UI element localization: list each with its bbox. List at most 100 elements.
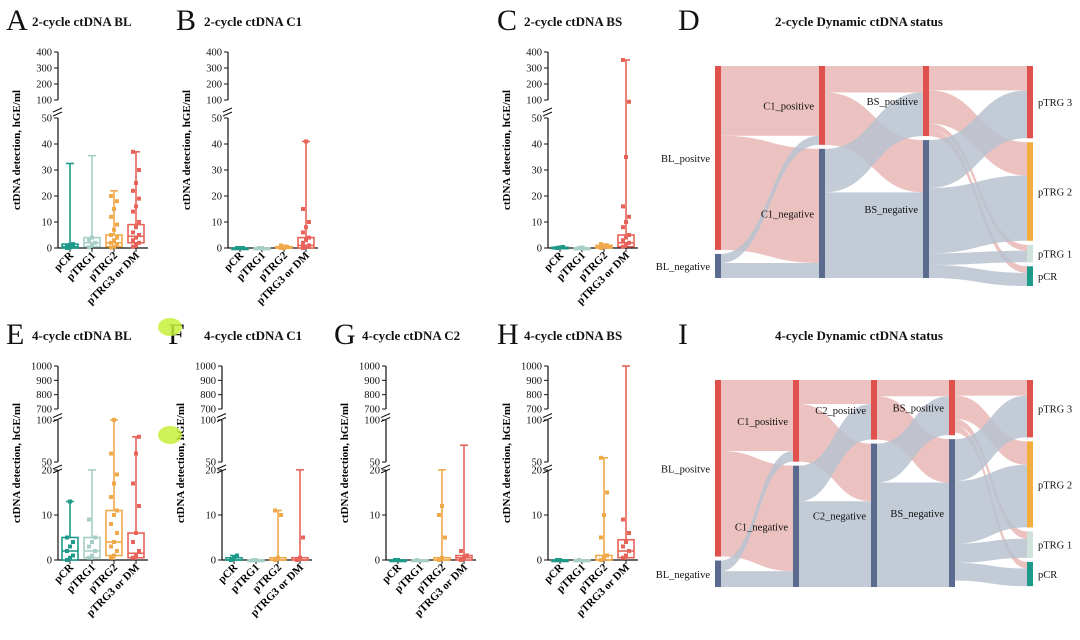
- panel-letter-c: C: [497, 4, 518, 37]
- data-point: [115, 199, 119, 204]
- sankey-flow: [955, 464, 1027, 544]
- data-point: [561, 244, 565, 249]
- sankey-flow: [799, 380, 871, 404]
- data-point: [134, 243, 138, 248]
- axis-break-mark: [52, 413, 63, 422]
- data-point: [137, 434, 141, 439]
- data-point: [137, 196, 141, 201]
- y-tick-label: 50: [212, 114, 223, 125]
- sankey-flow: [929, 250, 1027, 265]
- data-point: [115, 531, 119, 535]
- data-point: [109, 214, 113, 219]
- y-tick-label: 700: [36, 405, 52, 416]
- sankey-node-label: pCR: [1038, 570, 1057, 581]
- y-tick-label: 700: [200, 405, 216, 416]
- data-point: [131, 209, 135, 214]
- data-point: [87, 517, 91, 522]
- axis-break-mark: [216, 413, 227, 422]
- y-tick-label: 900: [200, 376, 216, 387]
- y-tick-label: 50: [42, 114, 53, 125]
- data-point: [90, 553, 94, 558]
- sankey-flow: [825, 66, 923, 93]
- data-point: [109, 522, 113, 526]
- sankey-node-label: pTRG 1: [1038, 250, 1072, 261]
- y-axis-title: ctDNA detection, hGE/ml: [501, 90, 513, 210]
- y-tick-label: 100: [526, 416, 542, 427]
- panel-title-a: 2-cycle ctDNA BL: [32, 14, 132, 29]
- y-tick-label: 50: [532, 458, 543, 469]
- data-point: [65, 535, 69, 540]
- data-point: [137, 233, 141, 237]
- data-point: [555, 558, 559, 562]
- sankey-node: [1027, 244, 1033, 263]
- sankey-flow: [721, 571, 793, 587]
- data-point: [558, 558, 562, 562]
- y-tick-label: 200: [206, 80, 222, 91]
- data-point: [71, 242, 75, 247]
- y-tick-label: 10: [42, 218, 53, 229]
- data-point: [555, 246, 559, 250]
- data-point: [134, 235, 138, 240]
- sankey-node: [1027, 531, 1033, 558]
- box-chart-a: 0 10 20 30 40 50 100 200 300 400 ctDNA detection, …: [11, 48, 148, 307]
- data-point: [112, 481, 116, 486]
- y-tick-label: 10: [212, 218, 223, 229]
- sankey-chart-d: BL_positve BL_negative C1_positive C1_negat…: [656, 66, 1072, 286]
- sankey-node-label: BL_positve: [661, 464, 710, 475]
- sankey-node-label: pCR: [1038, 272, 1057, 283]
- data-point: [257, 246, 261, 250]
- sankey-node-label: pTRG 2: [1038, 188, 1072, 199]
- data-point: [621, 58, 625, 62]
- axis-break-mark: [542, 107, 553, 117]
- data-point: [134, 181, 138, 185]
- axis-break-mark: [52, 107, 63, 117]
- data-point: [131, 238, 135, 243]
- sankey-node-label: BS_positive: [893, 404, 945, 415]
- data-point: [307, 243, 311, 248]
- sankey-flow: [877, 396, 949, 483]
- sankey-flow: [929, 264, 1027, 286]
- highlight-blob-shape: [158, 426, 182, 444]
- data-point: [137, 504, 141, 508]
- sankey-node: [715, 66, 721, 250]
- sankey-flow: [825, 92, 923, 193]
- data-point: [68, 242, 72, 247]
- data-point: [285, 244, 289, 249]
- data-point: [621, 225, 625, 230]
- y-tick-label: 20: [532, 192, 543, 203]
- y-tick-label: 10: [42, 511, 53, 522]
- data-point: [627, 531, 631, 535]
- data-point: [443, 535, 447, 540]
- data-point: [68, 555, 72, 560]
- axis-break-mark: [216, 464, 227, 474]
- data-point: [260, 246, 264, 250]
- sankey-node-label: C1_positive: [737, 417, 788, 428]
- y-tick-label: 300: [526, 64, 542, 75]
- data-point: [599, 535, 603, 540]
- data-point: [627, 549, 631, 553]
- data-point: [87, 555, 91, 560]
- data-point: [90, 243, 94, 248]
- panel-letter-b: B: [176, 4, 197, 37]
- y-tick-label: 800: [200, 390, 216, 401]
- data-point: [235, 246, 239, 250]
- axis-break-mark: [52, 464, 63, 474]
- sankey-node: [871, 380, 877, 440]
- box-body: [105, 509, 123, 557]
- data-point: [115, 235, 119, 240]
- panel-letter-d: D: [678, 4, 700, 37]
- y-axis-title: ctDNA detection, hGE/ml: [11, 403, 23, 523]
- data-point: [109, 233, 113, 237]
- y-tick-label: 10: [532, 511, 543, 522]
- data-point: [415, 558, 419, 562]
- data-point: [115, 472, 119, 477]
- y-tick-label: 1000: [195, 362, 216, 373]
- data-point: [115, 222, 119, 227]
- sankey-flow: [955, 562, 1027, 587]
- panel-title-e: 4-cycle ctDNA BL: [32, 328, 132, 343]
- y-tick-label: 100: [36, 416, 52, 427]
- sankey-flow: [799, 501, 871, 587]
- data-point: [605, 490, 609, 495]
- data-point: [396, 558, 400, 562]
- y-tick-label: 0: [47, 244, 52, 255]
